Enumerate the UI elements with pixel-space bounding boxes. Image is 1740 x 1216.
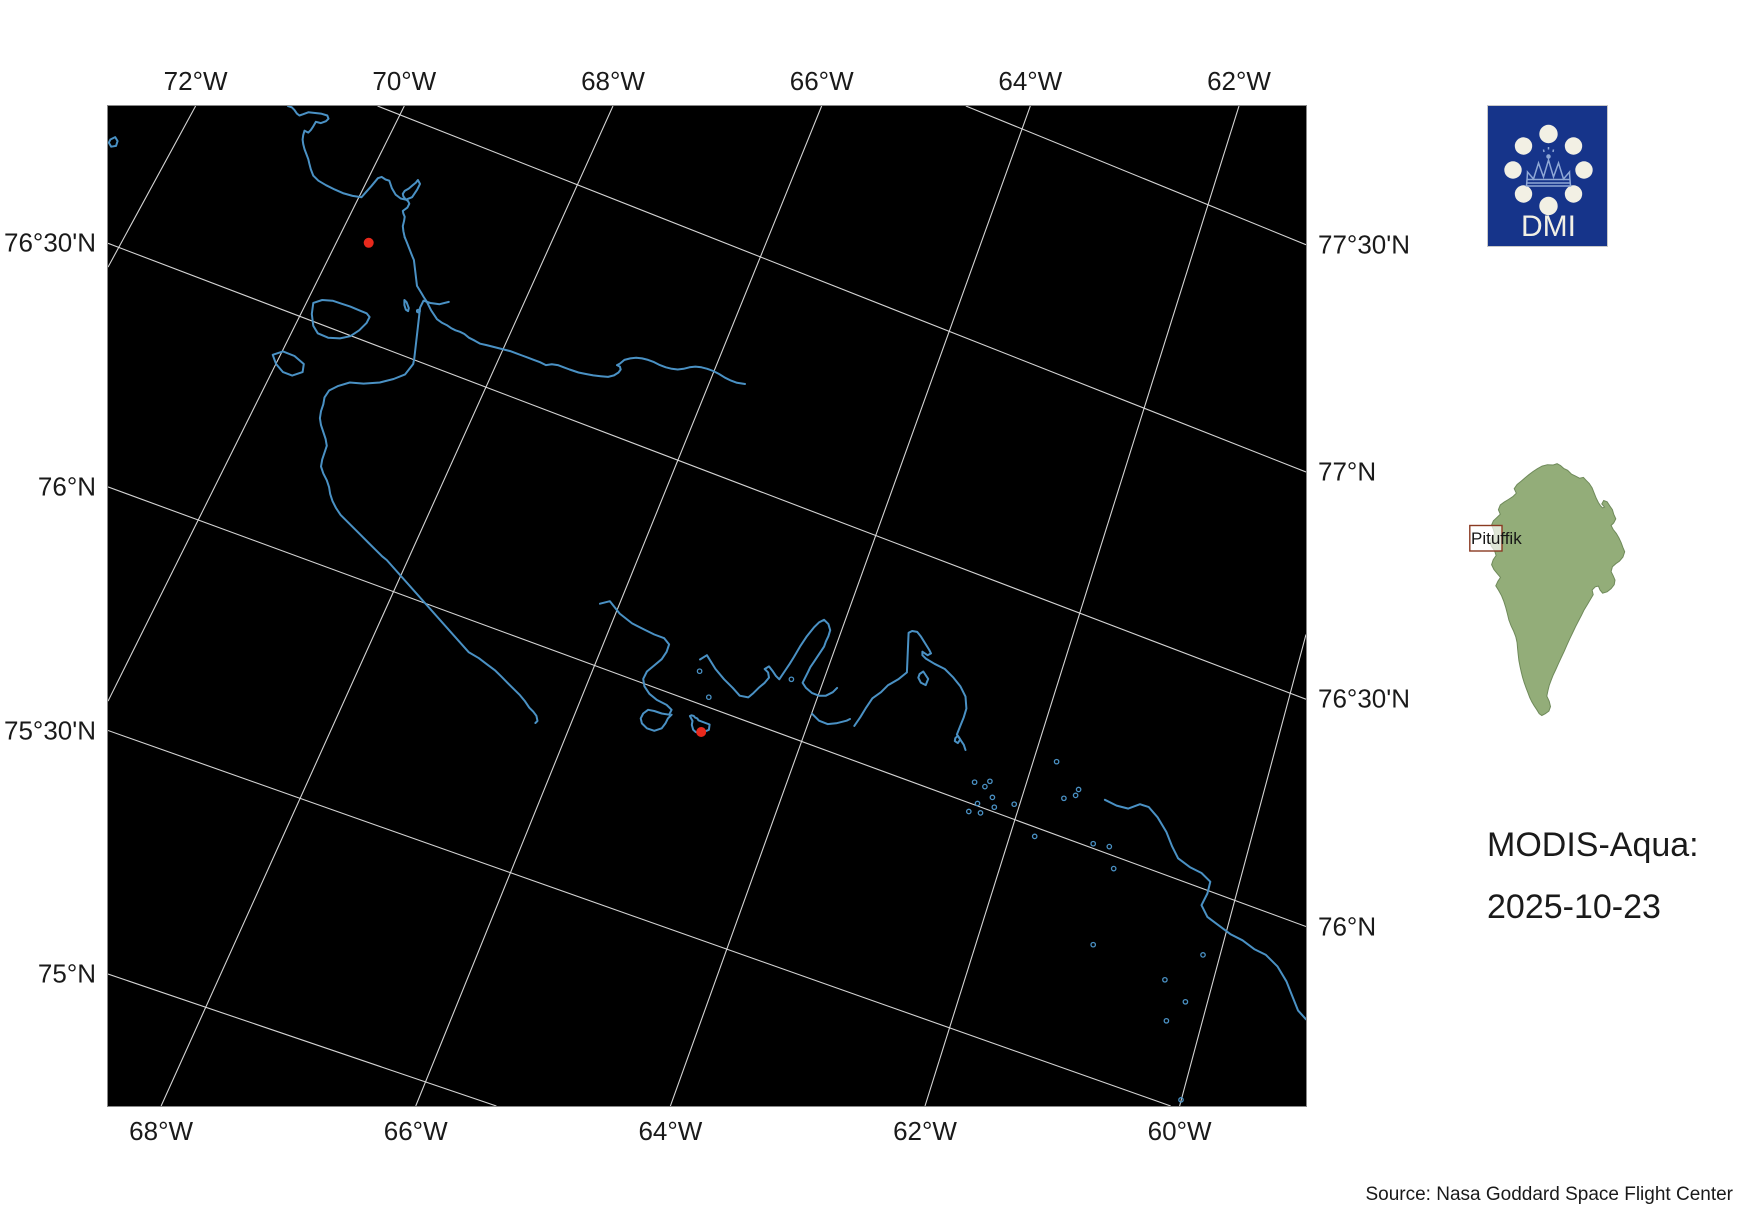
svg-text:DMI: DMI (1521, 210, 1576, 243)
svg-text:Pituffik: Pituffik (1471, 529, 1522, 548)
